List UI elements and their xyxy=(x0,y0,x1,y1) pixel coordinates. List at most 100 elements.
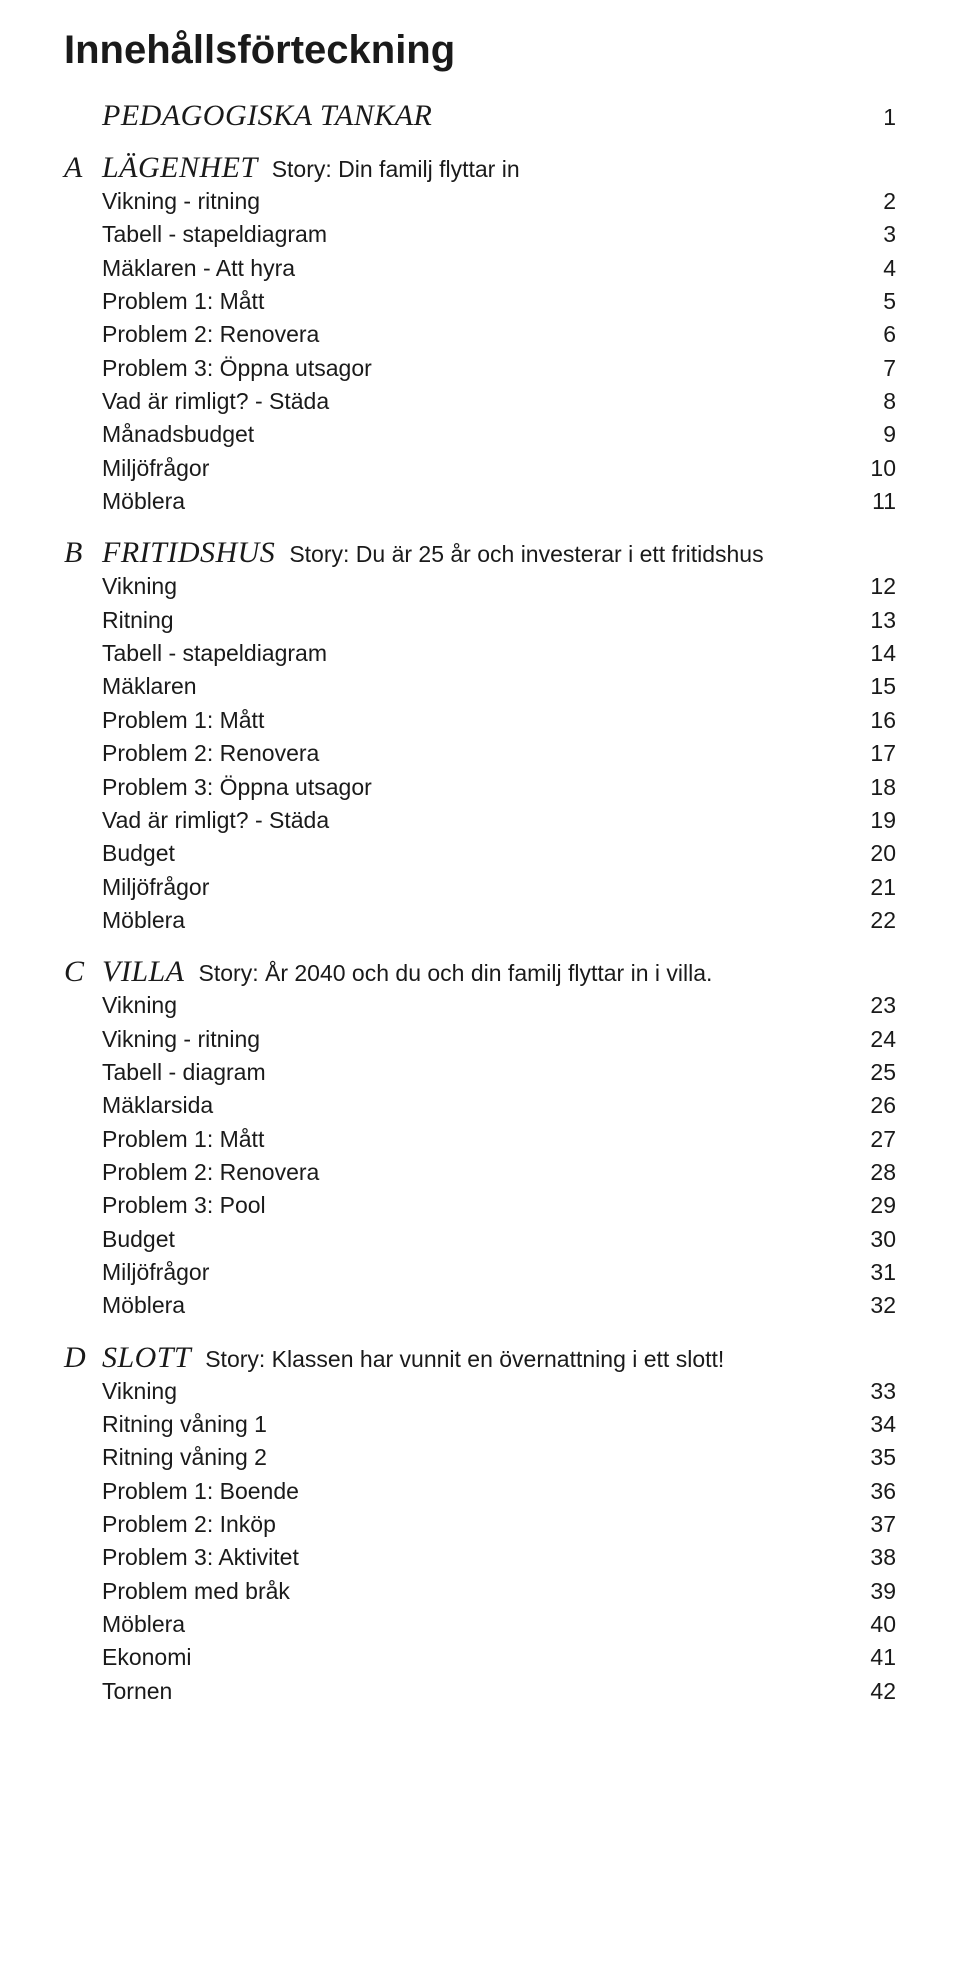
toc-item-page: 24 xyxy=(854,1023,896,1056)
toc-item-label: Problem 1: Mått xyxy=(102,704,264,737)
toc-item-page: 26 xyxy=(854,1089,896,1122)
section-heading: SLOTT xyxy=(102,1341,191,1375)
section-letter: B xyxy=(64,536,102,570)
section-items: Vikning - ritning 2 Tabell - stapeldiagram… xyxy=(64,185,896,518)
toc-item-page: 18 xyxy=(854,771,896,804)
toc-item-row: Problem 1: Boende36 xyxy=(102,1475,896,1508)
toc-item-label: Möblera xyxy=(102,1608,185,1641)
toc-item-label: Mäklarsida xyxy=(102,1089,213,1122)
toc-item-label: Problem 3: Öppna utsagor xyxy=(102,352,372,385)
toc-item-row: Budget 30 xyxy=(102,1223,896,1256)
section-items: Vikning 12 Ritning 13Tabell - stapeldiagram… xyxy=(64,570,896,937)
toc-item-page: 6 xyxy=(867,318,896,351)
toc-item-label: Tabell - stapeldiagram xyxy=(102,218,327,251)
toc-item-row: Miljöfrågor10 xyxy=(102,452,896,485)
toc-item-page: 39 xyxy=(854,1575,896,1608)
toc-item-label: Tornen xyxy=(102,1675,172,1708)
toc-item-row: Problem 3: Öppna utsagor7 xyxy=(102,352,896,385)
toc-item-page: 8 xyxy=(867,385,896,418)
toc-item-page: 25 xyxy=(854,1056,896,1089)
section-items: Vikning 23Vikning - ritning24Tabell - dia… xyxy=(64,989,896,1322)
toc-item-row: Problem 2: Renovera 6 xyxy=(102,318,896,351)
section-letter: A xyxy=(64,151,102,185)
section-items: Vikning33Ritning våning 134Ritning vånin… xyxy=(64,1375,896,1708)
toc-item-label: Tabell - diagram xyxy=(102,1056,266,1089)
toc-item-row: Budget20 xyxy=(102,837,896,870)
toc-item-label: Ritning våning 1 xyxy=(102,1408,267,1441)
toc-item-label: Problem 3: Pool xyxy=(102,1189,266,1222)
section-heading-row: BFRITIDSHUSStory: Du är 25 år och invest… xyxy=(64,536,896,570)
toc-item-page: 10 xyxy=(854,452,896,485)
section-heading: VILLA xyxy=(102,955,185,989)
toc-item-row: Ritning 13 xyxy=(102,604,896,637)
section-heading-row: DSLOTTStory: Klassen har vunnit en övern… xyxy=(64,1341,896,1375)
toc-item-label: Möblera xyxy=(102,904,185,937)
toc-item-page: 12 xyxy=(854,570,896,603)
toc-item-row: Vikning - ritning24 xyxy=(102,1023,896,1056)
toc-item-label: Vikning xyxy=(102,570,177,603)
toc-item-row: Ritning våning 2 35 xyxy=(102,1441,896,1474)
toc-item-label: Problem 2: Renovera xyxy=(102,318,319,351)
table-of-contents: PEDAGOGISKA TANKAR1 ALÄGENHETStory: Din f… xyxy=(64,99,896,1708)
toc-item-page: 27 xyxy=(854,1123,896,1156)
toc-item-row: Problem 3: Pool29 xyxy=(102,1189,896,1222)
toc-item-label: Vikning - ritning xyxy=(102,185,260,218)
toc-item-page: 23 xyxy=(854,989,896,1022)
toc-item-label: Mäklaren xyxy=(102,670,197,703)
toc-item-page: 17 xyxy=(854,737,896,770)
toc-item-page: 34 xyxy=(854,1408,896,1441)
section-heading-row: CVILLAStory: År 2040 och du och din fami… xyxy=(64,955,896,989)
toc-item-label: Ritning våning 2 xyxy=(102,1441,267,1474)
toc-item-row: Problem 1: Mått5 xyxy=(102,285,896,318)
toc-item-page: 40 xyxy=(854,1608,896,1641)
toc-item-page: 22 xyxy=(854,904,896,937)
toc-item-row: Mäklaren - Att hyra4 xyxy=(102,252,896,285)
toc-item-row: Ekonomi41 xyxy=(102,1641,896,1674)
toc-item-page: 41 xyxy=(854,1641,896,1674)
toc-item-page: 3 xyxy=(867,218,896,251)
toc-item-label: Ritning xyxy=(102,604,174,637)
toc-item-page: 19 xyxy=(854,804,896,837)
toc-item-label: Budget xyxy=(102,1223,175,1256)
toc-item-row: Mäklaren15 xyxy=(102,670,896,703)
toc-item-row: Miljöfrågor21 xyxy=(102,871,896,904)
section-heading: PEDAGOGISKA TANKAR xyxy=(102,99,432,133)
toc-item-row: Tabell - stapeldiagram14 xyxy=(102,637,896,670)
toc-item-row: Problem 3: Öppna utsagor 18 xyxy=(102,771,896,804)
toc-item-page: 14 xyxy=(854,637,896,670)
toc-item-label: Vikning xyxy=(102,989,177,1022)
section-heading-row: ALÄGENHETStory: Din familj flyttar in xyxy=(64,151,896,185)
toc-item-row: Mäklarsida 26 xyxy=(102,1089,896,1122)
toc-item-row: Problem med bråk 39 xyxy=(102,1575,896,1608)
toc-item-page: 35 xyxy=(854,1441,896,1474)
toc-item-row: Möblera 11 xyxy=(102,485,896,518)
toc-item-row: Möblera 22 xyxy=(102,904,896,937)
toc-item-row: Vikning - ritning 2 xyxy=(102,185,896,218)
toc-item-row: Vikning33 xyxy=(102,1375,896,1408)
toc-item-label: Månadsbudget xyxy=(102,418,254,451)
toc-item-page: 28 xyxy=(854,1156,896,1189)
toc-item-page: 30 xyxy=(854,1223,896,1256)
toc-item-label: Vad är rimligt? - Städa xyxy=(102,804,329,837)
toc-item-row: Problem 1: Mått 27 xyxy=(102,1123,896,1156)
toc-item-label: Budget xyxy=(102,837,175,870)
toc-item-label: Problem 1: Mått xyxy=(102,1123,264,1156)
toc-item-page: 2 xyxy=(867,185,896,218)
toc-item-label: Problem med bråk xyxy=(102,1575,290,1608)
toc-item-page: 9 xyxy=(867,418,896,451)
toc-item-label: Problem 1: Boende xyxy=(102,1475,299,1508)
toc-item-label: Vad är rimligt? - Städa xyxy=(102,385,329,418)
toc-item-row: Miljöfrågor31 xyxy=(102,1256,896,1289)
toc-item-page: 37 xyxy=(854,1508,896,1541)
section-heading-row: PEDAGOGISKA TANKAR1 xyxy=(64,99,896,133)
toc-item-label: Mäklaren - Att hyra xyxy=(102,252,295,285)
toc-item-row: Möblera 40 xyxy=(102,1608,896,1641)
section-story: Story: Du är 25 år och investerar i ett … xyxy=(289,541,763,568)
toc-item-label: Problem 3: Öppna utsagor xyxy=(102,771,372,804)
toc-item-label: Möblera xyxy=(102,485,185,518)
toc-item-page: 11 xyxy=(856,485,896,518)
toc-item-row: Månadsbudget 9 xyxy=(102,418,896,451)
toc-item-row: Problem 2: Renovera17 xyxy=(102,737,896,770)
toc-item-label: Problem 1: Mått xyxy=(102,285,264,318)
toc-item-page: 13 xyxy=(854,604,896,637)
